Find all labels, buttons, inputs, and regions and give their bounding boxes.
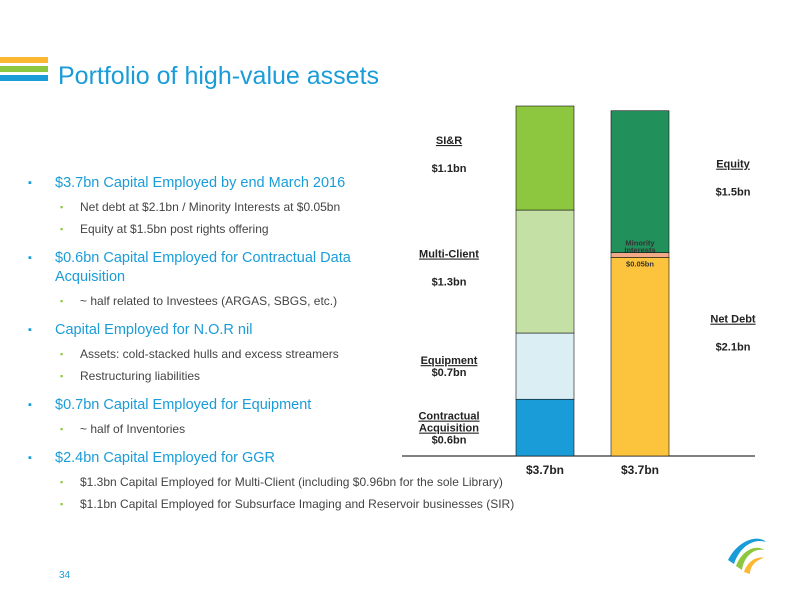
data-label: $1.1bn (432, 163, 467, 175)
data-label: $2.1bn (716, 342, 751, 354)
bullet-main: $2.4bn Capital Employed for GGR (28, 449, 398, 468)
data-label: $0.6bn (432, 435, 467, 447)
accent-bar-blue (0, 75, 48, 81)
category-tick-label: $3.7bn (621, 463, 659, 477)
bullet-main: $0.6bn Capital Employed for Contractual … (28, 249, 398, 287)
page-number: 34 (59, 570, 71, 581)
bullet-main: Capital Employed for N.O.R nil (28, 321, 398, 340)
data-label: $1.3bn (432, 277, 467, 289)
bar-segment (515, 105, 575, 211)
series-name-label: Interests (624, 246, 655, 255)
bar-segment (515, 332, 575, 400)
bullet-group: $2.4bn Capital Employed for GGR $1.3bn C… (28, 449, 514, 512)
bullet-sub: $1.1bn Capital Employed for Subsurface I… (28, 496, 514, 512)
data-label: $0.05bn (626, 259, 654, 268)
bullet-sub: Restructuring liabilities (28, 368, 398, 384)
series-name-label: Equity (716, 159, 750, 171)
bullet-list: $3.7bn Capital Employed by end March 201… (28, 174, 514, 524)
series-name-label: Contractual (418, 411, 479, 423)
bar-segment (515, 209, 575, 334)
accent-bar-green (0, 66, 48, 72)
bullet-main: $0.7bn Capital Employed for Equipment (28, 396, 398, 415)
bullet-group: $0.7bn Capital Employed for Equipment ~ … (28, 396, 398, 437)
data-label: $0.7bn (432, 367, 467, 379)
bar-segment (610, 110, 670, 253)
bullet-sub: ~ half related to Investees (ARGAS, SBGS… (28, 293, 398, 309)
bar-segment (515, 398, 575, 457)
accent-bar-orange (0, 57, 48, 63)
series-name-label: Minority (625, 239, 655, 248)
bullet-sub: Equity at $1.5bn post rights offering (28, 221, 398, 237)
bullet-sub: $1.3bn Capital Employed for Multi-Client… (28, 474, 503, 490)
category-tick-label: $3.7bn (526, 463, 564, 477)
series-name-label: Equipment (421, 355, 478, 367)
data-label: $1.5bn (716, 187, 751, 199)
bullet-group: $3.7bn Capital Employed by end March 201… (28, 174, 398, 237)
company-logo (728, 538, 766, 574)
bullet-sub: ~ half of Inventories (28, 421, 398, 437)
bullet-group: Capital Employed for N.O.R nil Assets: c… (28, 321, 398, 384)
series-name-label: Multi-Client (419, 249, 479, 261)
series-name-label: Acquisition (419, 423, 479, 435)
series-name-label: SI&R (436, 135, 462, 147)
bullet-sub: Assets: cold-stacked hulls and excess st… (28, 346, 398, 362)
bullet-main: $3.7bn Capital Employed by end March 201… (28, 174, 398, 193)
series-name-label: Net Debt (710, 314, 756, 326)
title-accent-bars (0, 57, 48, 84)
bullet-group: $0.6bn Capital Employed for Contractual … (28, 249, 398, 309)
bullet-sub: Net debt at $2.1bn / Minority Interests … (28, 199, 398, 215)
capital-employed-stacked-bar-chart: SI&R$1.1bnMulti-Client$1.3bnEquipment$0.… (402, 105, 756, 477)
page-title: Portfolio of high-value assets (58, 62, 380, 90)
bar-segment (610, 257, 670, 457)
